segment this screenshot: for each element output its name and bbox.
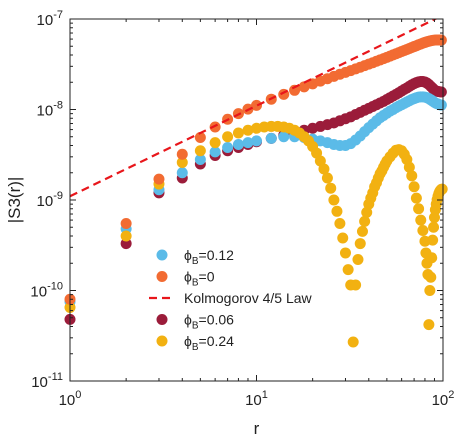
data-point-phiB024 <box>410 192 422 204</box>
data-point-phiB024 <box>339 247 351 259</box>
y-tick-label: 10-7 <box>37 9 63 29</box>
data-point-phiB024 <box>423 319 435 331</box>
data-point-phiB012 <box>242 137 254 149</box>
data-point-phiB0 <box>194 132 206 144</box>
data-point-phiB024 <box>350 279 362 291</box>
data-point-phiB024 <box>331 205 343 217</box>
data-point-phiB024 <box>426 252 438 264</box>
x-tick-label: 100 <box>59 389 82 409</box>
data-point-phiB024 <box>427 234 439 246</box>
legend-entry-phiB0: ϕB=0 <box>156 269 215 289</box>
y-axis-title: |S3(r)| <box>5 177 24 224</box>
series-phiB012 <box>64 91 447 308</box>
data-point-phiB024 <box>417 225 429 237</box>
data-point-phiB0 <box>176 148 188 160</box>
y-tick-label: 10-11 <box>31 371 63 391</box>
data-point-phiB012 <box>435 99 447 111</box>
data-point-phiB024 <box>359 215 371 227</box>
legend-label: ϕB=0.24 <box>184 333 234 353</box>
data-point-phiB0 <box>251 99 262 111</box>
data-point-phiB024 <box>321 172 333 184</box>
data-point-phiB024 <box>342 264 354 276</box>
data-point-phiB0 <box>298 81 310 93</box>
reference-line-layer <box>70 19 438 198</box>
data-point-phiB012 <box>265 132 277 144</box>
data-point-phiB024 <box>428 221 440 233</box>
legend-label: Kolmogorov 4/5 Law <box>184 290 313 306</box>
data-point-phiB024 <box>354 238 366 250</box>
data-point-phiB006 <box>120 238 132 250</box>
data-point-phiB024 <box>232 127 244 139</box>
data-point-phiB012 <box>251 135 262 147</box>
data-point-phiB0 <box>120 218 132 229</box>
data-point-phiB006 <box>435 86 447 98</box>
data-marks <box>64 34 448 348</box>
data-point-phiB0 <box>435 34 447 46</box>
data-point-phiB012 <box>232 139 244 151</box>
x-tick-label: 102 <box>432 389 455 409</box>
data-point-phiB024 <box>406 170 418 182</box>
data-point-phiB024 <box>176 156 188 168</box>
data-point-phiB024 <box>356 225 368 237</box>
x-axis-title: r <box>254 419 260 438</box>
data-point-phiB024 <box>222 131 234 143</box>
y-tick-label: 10-10 <box>30 281 63 301</box>
data-point-phiB024 <box>347 336 359 348</box>
data-point-phiB012 <box>278 131 290 143</box>
legend-entry-phiB006: ϕB=0.06 <box>156 312 234 332</box>
y-tick-label: 10-8 <box>37 100 63 120</box>
legend-entry-phiB024: ϕB=0.24 <box>156 333 234 353</box>
y-tick-label: 10-9 <box>37 190 63 210</box>
data-point-phiB024 <box>361 206 373 218</box>
data-point-phiB024 <box>436 183 448 195</box>
legend-label: ϕB=0.12 <box>184 247 234 267</box>
data-point-phiB024 <box>403 161 415 173</box>
x-tick-label: 101 <box>245 389 268 409</box>
data-point-phiB012 <box>194 154 206 166</box>
data-point-phiB024 <box>328 194 340 206</box>
legend-entry-kolmogorov: Kolmogorov 4/5 Law <box>149 290 313 306</box>
axis-ticks <box>69 19 443 382</box>
data-point-phiB024 <box>425 271 437 283</box>
data-point-phiB024 <box>352 254 364 266</box>
data-point-phiB024 <box>209 137 221 149</box>
data-point-phiB024 <box>194 145 206 157</box>
data-point-phiB024 <box>120 230 132 242</box>
data-point-phiB024 <box>318 163 330 175</box>
data-point-phiB024 <box>415 214 427 226</box>
data-point-phiB024 <box>408 181 420 193</box>
data-point-phiB024 <box>424 285 436 296</box>
legend-marker-swatch <box>156 335 168 347</box>
kolmogorov-law-line <box>70 19 438 198</box>
series-phiB024 <box>64 120 448 348</box>
plot-area-background <box>70 19 443 381</box>
data-point-phiB012 <box>176 167 188 179</box>
data-point-phiB024 <box>413 203 425 215</box>
legend-marker-swatch <box>156 249 168 261</box>
data-point-phiB024 <box>325 182 337 194</box>
legend-marker-swatch <box>156 314 168 325</box>
legend-marker-swatch <box>156 271 168 282</box>
legend-label: ϕB=0 <box>184 269 215 289</box>
data-point-phiB0 <box>153 173 165 185</box>
legend-label: ϕB=0.06 <box>184 312 234 332</box>
data-point-phiB024 <box>334 218 346 229</box>
axis-tick-labels: 100 101 102 10-11 10-10 10-9 10-8 10-7 <box>30 9 454 409</box>
data-point-phiB024 <box>242 124 254 136</box>
data-point-phiB024 <box>337 232 349 244</box>
data-point-phiB012 <box>209 146 221 158</box>
data-point-phiB012 <box>222 142 234 154</box>
legend-entry-phiB012: ϕB=0.12 <box>156 247 234 267</box>
